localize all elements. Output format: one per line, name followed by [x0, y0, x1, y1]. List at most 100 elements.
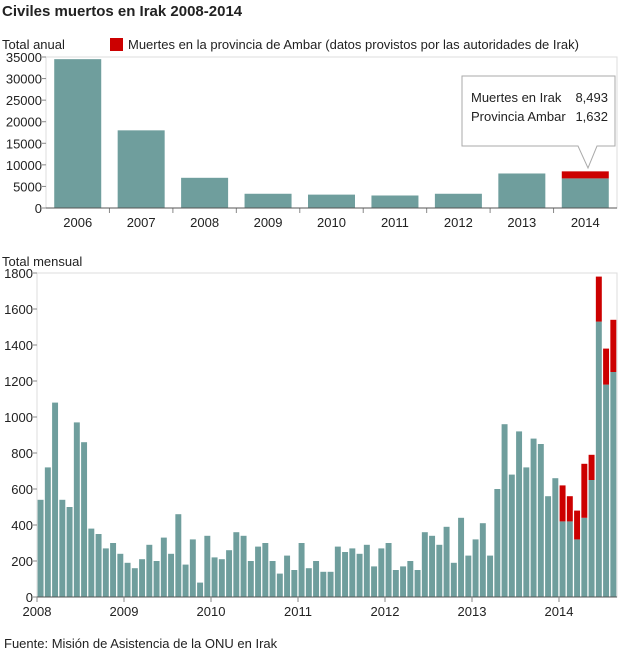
monthly-bar-total	[443, 526, 450, 597]
annual-y-tick-label: 20000	[6, 115, 42, 130]
monthly-bar-total	[465, 555, 472, 597]
annual-bar-total	[117, 130, 165, 208]
monthly-bar-total	[175, 514, 182, 597]
monthly-bar-total	[588, 480, 595, 597]
monthly-bar-total	[197, 582, 204, 597]
monthly-bar-total	[226, 550, 233, 597]
monthly-bar-total	[189, 539, 196, 597]
monthly-bar-total	[603, 384, 610, 597]
monthly-bar-ambar	[581, 463, 588, 518]
monthly-bar-total	[95, 534, 102, 597]
monthly-plot-frame	[36, 272, 618, 598]
monthly-bar-total	[385, 543, 392, 597]
monthly-bar-total	[479, 523, 486, 597]
monthly-bar-total	[595, 321, 602, 597]
annual-bar-total	[498, 173, 546, 208]
annual-y-tick-label: 30000	[6, 72, 42, 87]
monthly-bar-total	[407, 561, 414, 597]
monthly-y-tick-label: 600	[11, 482, 33, 497]
monthly-bar-total	[363, 544, 370, 597]
monthly-y-tick-label: 1400	[4, 338, 33, 353]
monthly-bar-ambar	[603, 348, 610, 385]
monthly-y-tick-label: 400	[11, 518, 33, 533]
monthly-bar-total	[487, 555, 494, 597]
monthly-bar-total	[117, 553, 124, 597]
monthly-bar-total	[218, 559, 225, 597]
monthly-x-tick-label: 2010	[197, 604, 226, 619]
monthly-bar-total	[349, 548, 356, 597]
monthly-bar-total	[327, 571, 334, 597]
tooltip-row1-value: 8,493	[575, 90, 608, 105]
annual-y-tick-label: 25000	[6, 93, 42, 108]
annual-x-tick-label: 2013	[507, 215, 536, 230]
monthly-y-tick-label: 1200	[4, 374, 33, 389]
annual-x-tick-label: 2010	[317, 215, 346, 230]
monthly-bar-total	[508, 474, 515, 597]
annual-y-tick-label: 0	[35, 201, 42, 216]
annual-x-tick-label: 2006	[63, 215, 92, 230]
legend: Muertes en la provincia de Ambar (datos …	[110, 37, 579, 52]
monthly-bar-total	[211, 557, 218, 597]
annual-y-tick-label: 35000	[6, 50, 42, 65]
monthly-x-tick-label: 2008	[23, 604, 52, 619]
monthly-bar-total	[581, 517, 588, 597]
annual-bar-total	[54, 59, 102, 209]
monthly-bar-total	[320, 571, 327, 597]
annual-bar-total	[308, 194, 355, 208]
annual-x-tick-label: 2011	[381, 215, 409, 230]
monthly-x-tick-label: 2013	[458, 604, 487, 619]
monthly-bar-total	[284, 555, 291, 597]
monthly-bar-ambar	[595, 276, 602, 322]
monthly-bar-total	[501, 424, 508, 597]
annual-bar-total	[434, 193, 482, 208]
monthly-bar-total	[414, 570, 421, 597]
monthly-bar-chart: 0 200 400 600 800 1000 1200 1400 1600 1800 2008 200…	[4, 266, 618, 619]
monthly-bar-total	[450, 562, 457, 597]
monthly-x-tick-label: 2012	[371, 604, 400, 619]
monthly-bar-total	[305, 568, 312, 597]
monthly-bar-total	[356, 553, 363, 597]
monthly-bar-total	[262, 543, 269, 597]
annual-bar-total	[371, 195, 419, 208]
monthly-bar-ambar	[574, 510, 581, 540]
monthly-bar-total	[566, 521, 573, 597]
legend-swatch-ambar	[110, 38, 123, 51]
monthly-bar-total	[458, 517, 465, 597]
annual-y-tick-label: 10000	[6, 158, 42, 173]
monthly-bar-total	[334, 546, 341, 597]
monthly-x-tick-label: 2014	[545, 604, 574, 619]
annual-bar-total	[181, 177, 229, 208]
monthly-y-tick-label: 200	[11, 554, 33, 569]
monthly-bar-total	[269, 561, 276, 597]
monthly-bar-total	[559, 521, 566, 597]
monthly-x-tick-label: 2011	[284, 604, 312, 619]
monthly-bar-total	[52, 402, 59, 597]
monthly-bar-total	[131, 568, 138, 597]
monthly-bar-ambar	[566, 496, 573, 522]
legend-label-ambar: Muertes en la provincia de Ambar (datos …	[128, 37, 579, 52]
monthly-bar-total	[574, 539, 581, 597]
annual-bar-total	[244, 193, 292, 208]
monthly-bar-total	[73, 422, 80, 597]
monthly-y-tick-label: 1800	[4, 266, 33, 281]
monthly-bar-total	[160, 537, 167, 597]
annual-chart-label: Total anual	[2, 37, 65, 52]
monthly-bar-total	[421, 532, 428, 597]
monthly-bar-total	[313, 561, 320, 597]
monthly-bar-total	[44, 467, 51, 597]
monthly-bar-total	[371, 566, 378, 597]
monthly-bar-total	[298, 543, 305, 597]
monthly-bar-total	[59, 499, 66, 597]
annual-y-tick-label: 15000	[6, 136, 42, 151]
tooltip-row1-label: Muertes en Irak	[471, 90, 562, 105]
annual-x-tick-label: 2008	[190, 215, 219, 230]
monthly-bar-total	[552, 478, 559, 597]
monthly-y-tick-label: 800	[11, 446, 33, 461]
monthly-bar-total	[102, 548, 109, 597]
monthly-bar-total	[545, 496, 552, 597]
monthly-bar-total	[291, 570, 298, 597]
monthly-bar-total	[168, 553, 175, 597]
annual-x-tick-label: 2007	[127, 215, 156, 230]
monthly-bar-ambar	[610, 319, 617, 372]
monthly-bar-total	[37, 499, 44, 597]
